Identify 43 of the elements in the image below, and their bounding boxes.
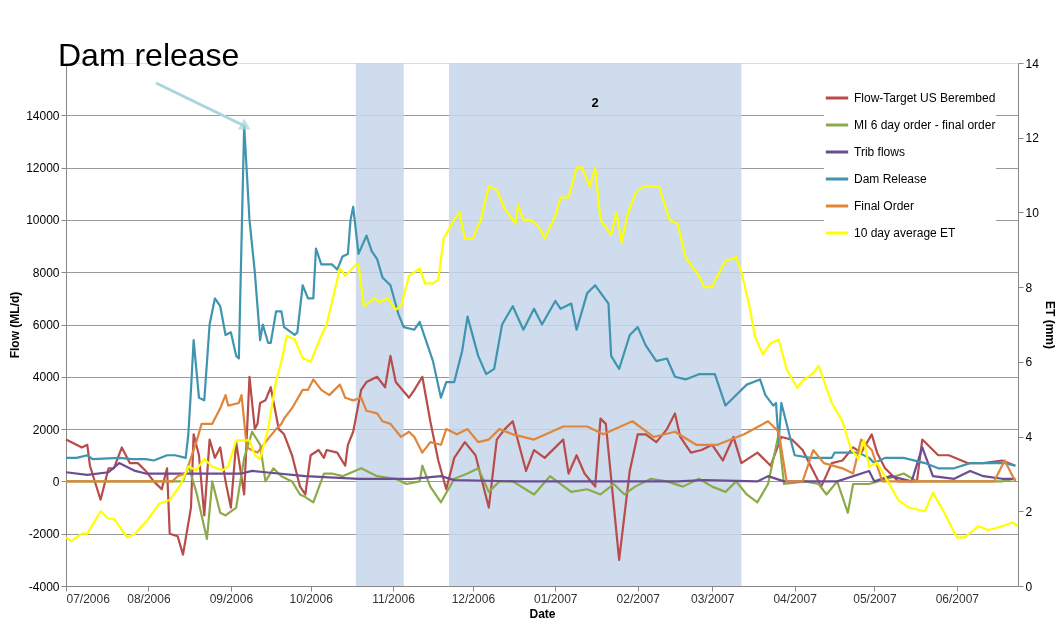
legend-label: Trib flows	[854, 145, 905, 159]
y2-tick-label: 8	[1025, 280, 1033, 295]
y2-tick-label: 14	[1025, 56, 1040, 71]
y2-tick-label: 12	[1025, 131, 1040, 146]
y-tick-label: 2000	[32, 422, 60, 437]
x-tick-label: 04/2007	[773, 591, 818, 606]
y2-tick-label: 6	[1025, 355, 1033, 370]
y2-tick-label: 4	[1025, 430, 1033, 445]
y2-tick-label: 2	[1025, 504, 1033, 519]
y2-tick-label: 10	[1025, 205, 1040, 220]
legend-label: 10 day average ET	[854, 226, 957, 240]
y-tick-label: 8000	[32, 265, 60, 280]
y-tick-label: -2000	[28, 527, 60, 542]
y2-axis-title: ET (mm)	[1042, 301, 1057, 349]
y-tick-label: 10000	[26, 213, 60, 228]
x-tick-label: 05/2007	[853, 591, 897, 606]
x-tick-label: 07/2006	[66, 591, 111, 606]
legend-label: Final Order	[854, 199, 915, 213]
line-series	[64, 378, 1017, 483]
x-axis-title: Date	[529, 606, 556, 621]
y-tick-label: 14000	[26, 108, 60, 123]
x-tick-label: 10/2006	[289, 591, 334, 606]
x-tick-label: 01/2007	[534, 591, 578, 606]
annotation: Dam release	[58, 37, 240, 73]
band-label: 2	[591, 95, 599, 110]
x-tick-label: 09/2006	[209, 591, 254, 606]
y2-tick-label: 0	[1025, 579, 1033, 594]
x-tick-label: 08/2006	[127, 591, 171, 606]
y-tick-label: 12000	[26, 161, 60, 176]
x-tick-label: 03/2007	[690, 591, 735, 606]
legend-label: Flow-Target US Berembed	[854, 91, 996, 105]
x-tick-label: 06/2007	[935, 591, 980, 606]
x-tick-label: 12/2006	[451, 591, 496, 606]
legend-label: MI 6 day order - final order	[854, 118, 996, 132]
x-tick-label: 11/2006	[372, 591, 416, 606]
x-tick-label: 02/2007	[616, 591, 661, 606]
line-series	[64, 166, 1020, 543]
y-tick-label: 6000	[32, 318, 60, 332]
legend-label: Dam Release	[854, 172, 928, 186]
y-axis-title: Flow (ML/d)	[8, 291, 23, 359]
y-tick-label: 0	[52, 474, 60, 489]
y-tick-label: 4000	[32, 370, 60, 385]
y-tick-label: -4000	[28, 579, 60, 594]
